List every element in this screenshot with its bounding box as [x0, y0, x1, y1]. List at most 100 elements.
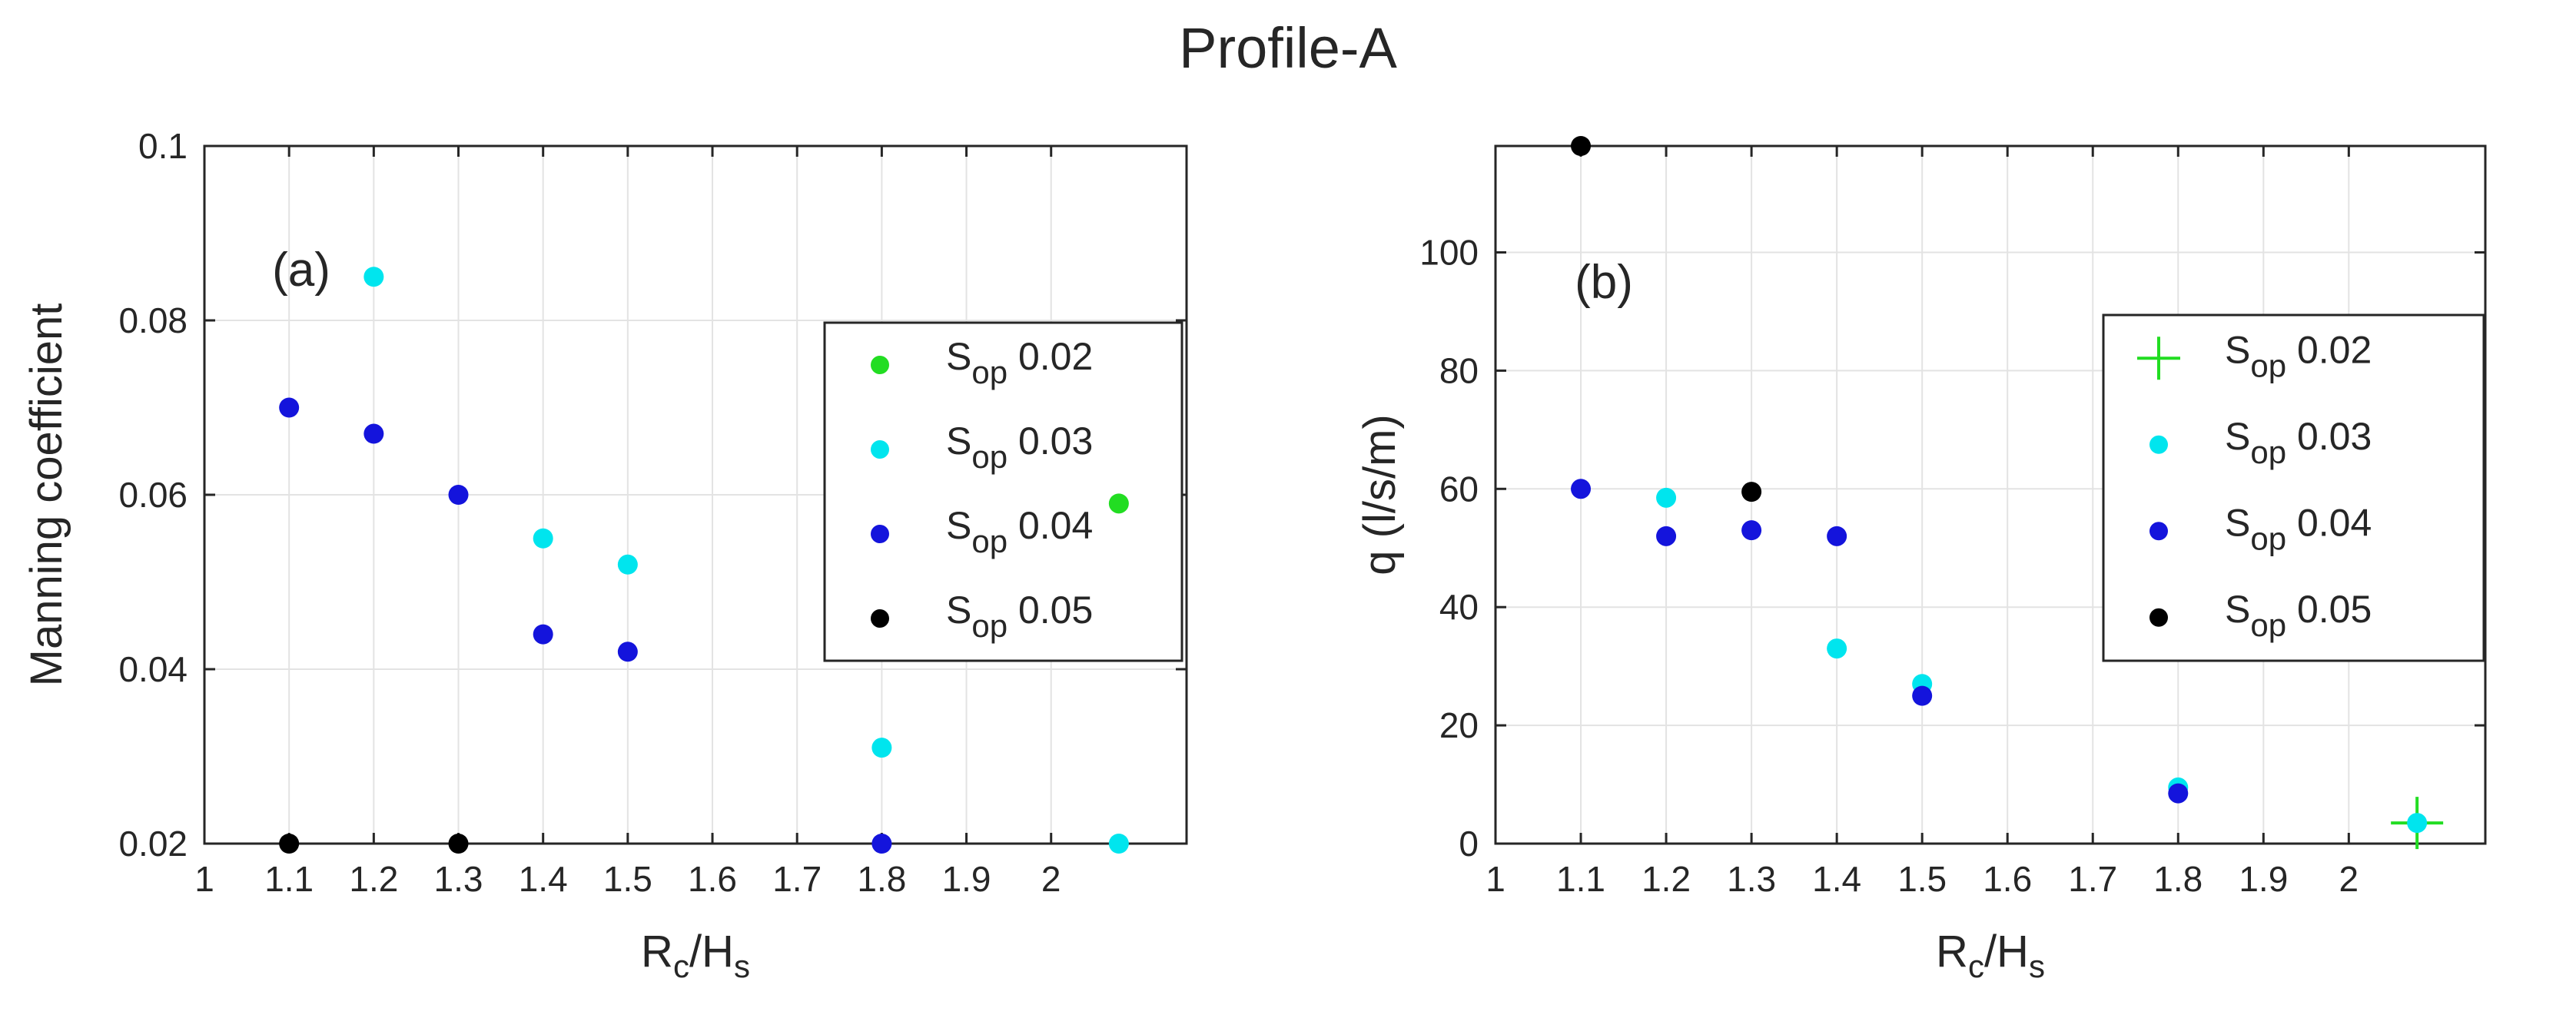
data-point — [1827, 526, 1847, 546]
x-tick-label: 1.6 — [688, 859, 737, 899]
panel-a: 1 1.1 1.2 1.3 1.4 1.5 1.6 1.7 1.8 1.9 2 0.02 0.04 0.0… — [22, 126, 1188, 984]
y-tick-label: 80 — [1439, 350, 1479, 390]
legend-entry-sub: op — [2250, 434, 2286, 470]
legend-marker — [871, 440, 889, 459]
legend-entry: Sop 0.02 — [946, 335, 1093, 390]
axis-box — [1494, 144, 2487, 845]
y-tick-label: 0.1 — [138, 126, 188, 166]
series — [279, 834, 469, 854]
data-point — [1827, 638, 1847, 659]
legend-entry-sub: op — [971, 523, 1007, 559]
legend-entry-value: 0.05 — [2286, 588, 2372, 631]
data-point — [1571, 136, 1592, 156]
legend-marker — [2149, 608, 2168, 627]
legend-entry-main: S — [2225, 588, 2250, 631]
data-point — [871, 834, 892, 854]
panel-label: (b) — [1575, 256, 1633, 309]
x-axis-label: Rc/Hs — [641, 927, 750, 984]
data-point — [617, 554, 638, 575]
x-tick-label: 1.7 — [2068, 859, 2117, 899]
legend-entry-sub: op — [2250, 520, 2286, 556]
x-tick-label: 1.3 — [1727, 859, 1776, 899]
x-tick-label: 1.5 — [1897, 859, 1947, 899]
y-tick-label: 20 — [1439, 705, 1479, 745]
x-axis-label: Rc/Hs — [1936, 927, 2045, 984]
legend-box — [823, 321, 1183, 662]
legend-entry: Sop 0.05 — [2225, 588, 2372, 643]
legend-entry-main: S — [946, 419, 971, 463]
legend-entry: Sop 0.04 — [946, 504, 1093, 559]
x-tick-label: 1.8 — [857, 859, 906, 899]
axis-box — [203, 144, 1188, 845]
legend-marker — [871, 609, 889, 628]
data-point — [1741, 520, 1762, 541]
data-point — [871, 738, 892, 758]
x-tick-label: 1.1 — [264, 859, 314, 899]
legend-entry-value: 0.03 — [1007, 419, 1093, 463]
legend-marker — [871, 356, 889, 374]
legend-entry: Sop 0.04 — [2225, 501, 2372, 556]
x-tick-label: 1.4 — [1812, 859, 1861, 899]
y-tick-label: 0.08 — [118, 300, 188, 340]
legend-entry-value: 0.04 — [1007, 504, 1093, 547]
y-tick-label: 100 — [1419, 233, 1479, 273]
figure-title: Profile-A — [1179, 16, 1397, 80]
data-point — [1912, 685, 1933, 706]
x-tick-label: 1.8 — [2153, 859, 2203, 899]
y-tick-label: 0.02 — [118, 824, 188, 864]
legend-entry-main: S — [946, 589, 971, 632]
legend-entry: Sop 0.03 — [946, 419, 1093, 475]
x-tick-label: 1.6 — [1983, 859, 2032, 899]
x-tick-label: 1 — [194, 859, 214, 899]
series — [1571, 479, 2189, 804]
x-axis-label-sub: s — [2029, 948, 2045, 984]
x-axis-label-sub: c — [1968, 948, 1984, 984]
data-point — [1108, 834, 1129, 854]
series — [1108, 493, 1129, 514]
panel-label: (a) — [272, 244, 330, 297]
legend-entry-value: 0.02 — [2286, 328, 2372, 371]
data-point — [1741, 482, 1762, 502]
panel-b: 1 1.1 1.2 1.3 1.4 1.5 1.6 1.7 1.8 1.9 202040608010… — [1355, 136, 2487, 984]
x-tick-label: 1.9 — [2239, 859, 2288, 899]
legend-entry-main: S — [2225, 415, 2250, 458]
x-tick-label: 1.7 — [772, 859, 822, 899]
legend-box — [2102, 313, 2485, 662]
data-point — [279, 397, 300, 418]
series — [1571, 136, 1762, 502]
legend-entry-value: 0.04 — [2286, 501, 2372, 544]
x-axis-label-r: R — [641, 927, 673, 977]
data-point — [2168, 783, 2189, 804]
data-point — [1656, 487, 1677, 508]
x-tick-label: 2 — [1041, 859, 1061, 899]
legend-marker — [2149, 522, 2168, 541]
data-point — [448, 485, 469, 505]
data-point — [533, 624, 553, 645]
data-point — [617, 642, 638, 662]
x-tick-label: 1.2 — [349, 859, 398, 899]
data-point — [1656, 526, 1677, 546]
x-tick-label: 1.2 — [1642, 859, 1691, 899]
legend-entry-sub: op — [2250, 607, 2286, 643]
x-tick-label: 2 — [2339, 859, 2359, 899]
legend-entry-value: 0.02 — [1007, 335, 1093, 378]
x-tick-label: 1.9 — [942, 859, 991, 899]
series — [279, 397, 892, 854]
x-axis-label-sub: c — [673, 948, 689, 984]
legend-entry-value: 0.05 — [1007, 589, 1093, 632]
legend-entry-main: S — [2225, 501, 2250, 544]
data-point — [2407, 813, 2428, 834]
data-point — [533, 528, 553, 549]
y-tick-label: 0.04 — [118, 649, 188, 689]
legend-entry: Sop 0.05 — [946, 589, 1093, 644]
legend-marker — [871, 525, 889, 543]
x-axis-label-sub: s — [734, 948, 750, 984]
series — [363, 267, 1129, 854]
data-point — [1108, 493, 1129, 514]
data-point — [1571, 479, 1592, 499]
legend-entry-main: S — [946, 335, 971, 378]
x-axis-label-r: R — [1936, 927, 1968, 977]
y-tick-label: 60 — [1439, 469, 1479, 509]
